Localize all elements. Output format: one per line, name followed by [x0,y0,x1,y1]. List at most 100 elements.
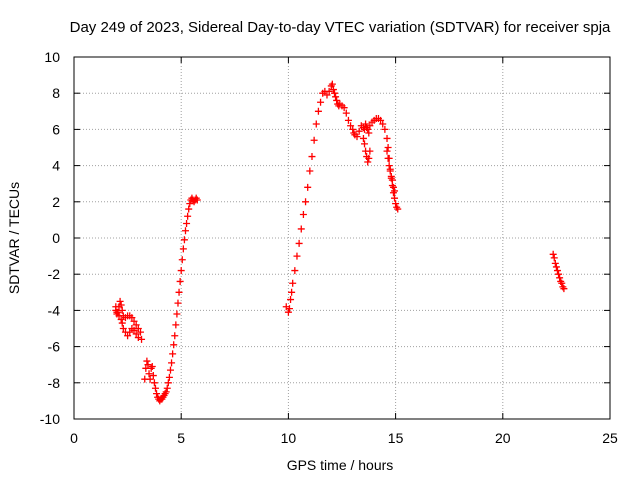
data-point [387,172,395,180]
y-tick-label: 0 [52,230,60,246]
data-point [359,134,367,142]
data-point [384,144,392,151]
data-point [392,200,400,208]
data-point [193,196,201,204]
data-point [185,205,193,213]
data-point [117,315,125,323]
data-point [389,183,397,191]
data-point [115,312,123,320]
grid-layer [74,57,610,419]
data-point [306,167,314,175]
data-point [293,252,301,260]
data-point [143,357,151,365]
data-point [289,279,297,287]
data-point [169,350,177,358]
data-point [560,285,568,293]
data-point [302,198,310,206]
data-point [181,227,189,235]
data-point [317,98,325,106]
data-point [388,176,396,184]
data-point [381,125,389,133]
data-point [312,120,320,128]
data-point [132,330,140,338]
data-point [118,306,126,314]
data-point [391,194,399,202]
data-point [144,361,152,369]
data-point [150,379,158,387]
data-point [355,127,363,135]
data-point [551,259,559,267]
data-point [285,305,293,313]
data-point [555,270,563,278]
y-tick-label: 6 [52,121,60,137]
data-point [117,301,125,309]
data-point [132,321,140,329]
data-point [166,366,174,374]
data-point [299,210,307,218]
data-point [349,125,357,133]
data-point [134,325,142,332]
data-point [308,153,316,161]
data-point [328,80,336,88]
data-point [325,87,333,95]
data-point [149,372,157,380]
data-point [304,183,312,191]
data-point [184,212,192,220]
data-point [136,328,144,336]
data-point [165,373,173,381]
data-point [130,317,138,325]
data-point [177,267,185,275]
data-point [550,254,558,262]
data-point [333,96,341,104]
data-point [183,220,191,228]
data-point [145,370,153,378]
x-tick-label: 0 [70,430,78,446]
data-point [124,332,132,340]
data-point [377,116,385,124]
data-point [353,133,361,141]
data-point [384,154,392,162]
data-point [186,200,194,208]
y-tick-label: -8 [48,375,61,391]
data-point [297,225,305,233]
data-point [556,274,564,282]
data-point [295,239,303,247]
data-point [170,341,178,349]
data-point [383,147,391,155]
data-point [310,136,318,144]
data-point [342,109,350,117]
y-tick-label: -10 [40,411,60,427]
data-point [340,104,348,112]
data-point [164,379,172,387]
data-point [385,162,393,170]
data-point [552,263,560,271]
data-point [558,279,566,287]
data-point [344,116,352,124]
data-point [176,277,184,285]
data-point [168,359,176,367]
data-point [173,310,181,318]
data-point [291,267,299,275]
y-tick-label: -4 [48,302,61,318]
data-point [364,125,372,133]
data-point [365,129,373,137]
data-point-layer [112,80,568,405]
data-point [151,384,159,392]
data-point [332,93,340,101]
x-tick-label: 15 [388,430,404,446]
data-point [553,267,561,275]
data-point [386,167,394,175]
data-point [549,250,557,258]
data-point [288,288,296,296]
data-point [329,86,337,94]
data-point [153,390,161,398]
y-tick-label: -2 [48,266,61,282]
data-point [171,332,179,340]
data-point [112,303,120,311]
data-point [172,321,180,329]
data-point [379,120,387,128]
data-point [180,236,188,244]
plot-frame [73,56,611,420]
data-point [116,297,124,305]
